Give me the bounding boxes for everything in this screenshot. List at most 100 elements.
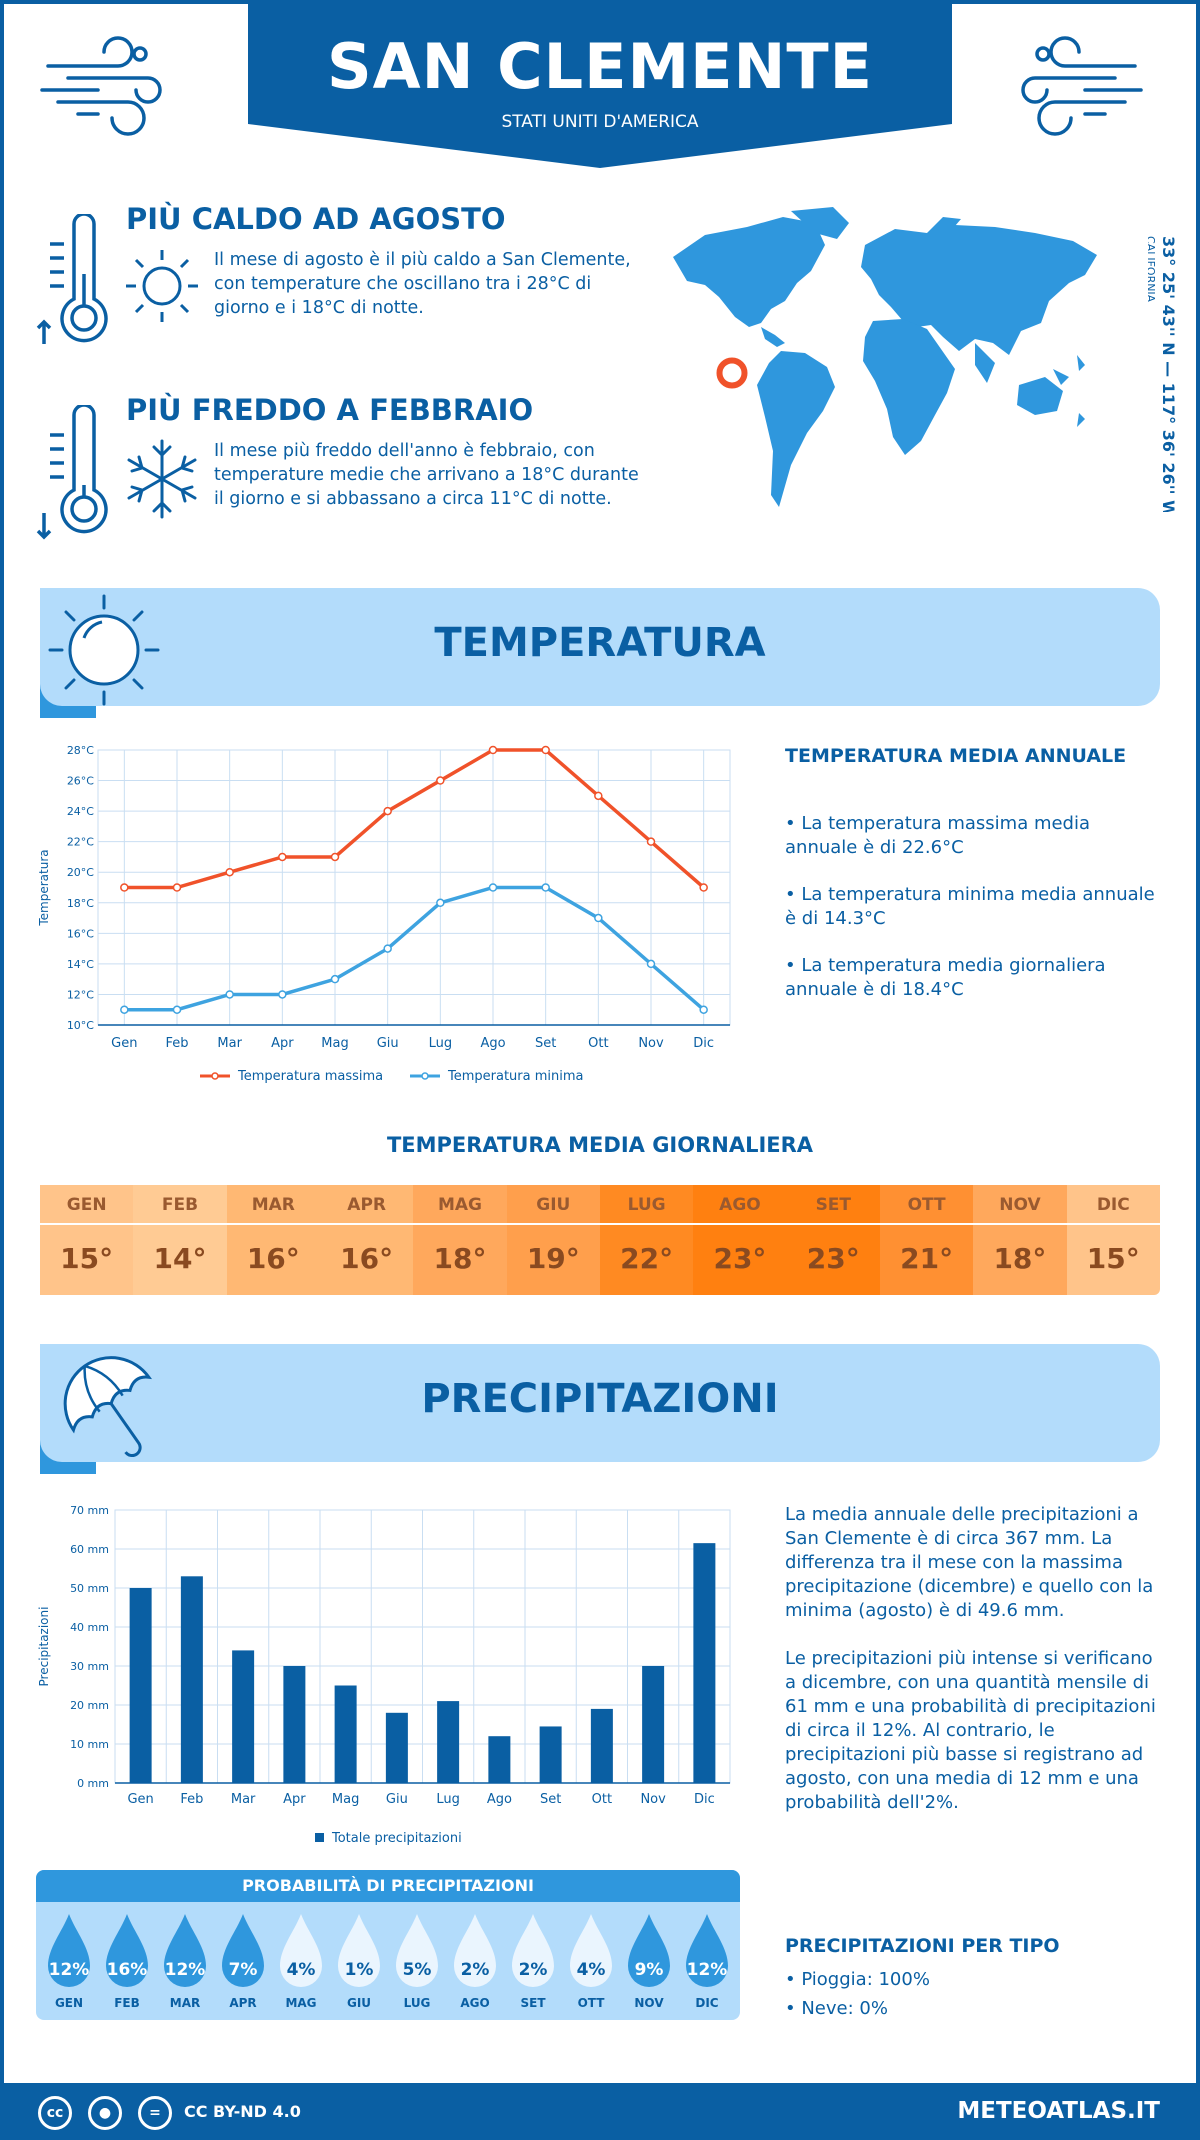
temperature-chart: 10°C 12°C 14°C 16°C 18°C 20°C 22°C 24°C 26°C 28°C… [37, 744, 731, 1084]
data-point [120, 1005, 129, 1014]
y-tick-label: 10 mm [70, 1738, 109, 1751]
data-point [225, 867, 234, 877]
precip-bar [693, 1543, 716, 1783]
y-tick-label: 28°C [67, 744, 94, 757]
x-tick-label: Ott [592, 1792, 612, 1807]
daily-temp-value: 14° [153, 1242, 207, 1275]
daily-temp-month: NOV [973, 1185, 1067, 1225]
y-tick-label: 26°C [67, 775, 94, 788]
precip-text-2: Le precipitazioni più intense si verific… [785, 1648, 1156, 1813]
daily-temp-value: 18° [993, 1242, 1047, 1275]
probability-value: 2% [518, 1960, 548, 1980]
series-line [124, 748, 705, 890]
precip-bar [180, 1576, 203, 1783]
y-axis-label: Precipitazioni [37, 1607, 51, 1687]
probability-month: MAR [169, 1996, 201, 2010]
y-tick-label: 40 mm [70, 1621, 109, 1634]
site-link[interactable]: METEOATLAS.IT [957, 2098, 1160, 2124]
probability-drop: 9% NOV [620, 1912, 678, 2016]
raindrop-icon [280, 1914, 322, 1987]
x-tick-label: Feb [165, 1036, 188, 1051]
y-tick-label: 22°C [67, 836, 94, 849]
data-point [488, 883, 498, 892]
raindrop-icon [454, 1914, 496, 1987]
y-tick-label: 20 mm [70, 1699, 109, 1712]
raindrop-icon [686, 1914, 728, 1987]
daily-temp-value: 22° [620, 1242, 674, 1275]
data-point [172, 883, 182, 892]
probability-month: APR [229, 1996, 257, 2010]
annual-stat-mean: • La temperatura media giornaliera annua… [785, 955, 1106, 1000]
daily-temp-value: 19° [526, 1242, 580, 1275]
daily-temp-cell: LUG 22° [599, 1185, 694, 1295]
daily-temp-title: TEMPERATURA MEDIA GIORNALIERA [386, 1133, 814, 1157]
x-tick-label: Lug [429, 1036, 453, 1051]
probability-value: 1% [344, 1960, 374, 1980]
daily-temp-cell: AGO 23° [693, 1185, 787, 1295]
data-point [278, 990, 287, 999]
daily-temp-table: GEN 15° FEB 14° MAR 16° APR 16° MAG 18° GIU 19° LUG 2… [40, 1185, 1160, 1295]
raindrop-icon [338, 1914, 380, 1987]
legend-label: Temperatura massima [237, 1069, 383, 1084]
x-tick-label: Mag [321, 1036, 348, 1051]
coordinates: 33° 25' 43'' N — 117° 36' 26'' W CALIFOR… [1144, 232, 1178, 518]
sun-icon [126, 250, 198, 322]
probability-value: 16% [106, 1960, 148, 1980]
daily-temp-cell: GEN 15° [40, 1185, 134, 1295]
daily-temp-month: GEN [40, 1185, 134, 1225]
daily-temp-cell: NOV 18° [973, 1185, 1067, 1295]
x-tick-label: Ago [480, 1036, 505, 1051]
daily-temp-month: FEB [133, 1185, 227, 1225]
raindrop-icon [396, 1914, 438, 1987]
x-tick-label: Set [540, 1792, 561, 1807]
precip-bar [283, 1666, 306, 1783]
coldest-fact: PIÙ FREDDO A FEBBRAIO Il mese più freddo… [30, 393, 639, 558]
y-tick-label: 24°C [67, 805, 94, 818]
coldest-title: PIÙ FREDDO A FEBBRAIO [126, 393, 534, 427]
daily-temp-month: DIC [1066, 1185, 1160, 1225]
series-line [124, 885, 705, 1012]
legend-marker [315, 1833, 324, 1842]
data-point [488, 745, 498, 755]
x-tick-label: Ago [487, 1792, 512, 1807]
daily-temp-month: LUG [599, 1185, 694, 1225]
raindrop-icon [164, 1914, 206, 1987]
precip-probability-box: PROBABILITÀ DI PRECIPITAZIONI 12% GEN 16% F… [36, 1870, 740, 2020]
probability-value: 2% [460, 1960, 490, 1980]
probability-value: 12% [48, 1960, 90, 1980]
y-tick-label: 18°C [67, 897, 94, 910]
y-tick-label: 50 mm [70, 1582, 109, 1595]
daily-temp-month: APR [319, 1185, 414, 1225]
x-tick-label: Lug [436, 1792, 460, 1807]
raindrop-icon [628, 1914, 670, 1987]
precip-type-snow: • Neve: 0% [785, 1998, 888, 2019]
footer: cc ● = CC BY-ND 4.0 METEOATLAS.IT [0, 2083, 1200, 2140]
thermometer-hot-icon [36, 214, 108, 344]
precip-bar [590, 1708, 613, 1783]
x-tick-label: Dic [694, 1792, 715, 1807]
data-point [225, 990, 234, 999]
probability-value: 5% [402, 1960, 432, 1980]
daily-temp-value: 15° [1086, 1242, 1140, 1275]
data-point [436, 898, 445, 908]
y-tick-label: 12°C [67, 988, 94, 1001]
precip-probability-title: PROBABILITÀ DI PRECIPITAZIONI [36, 1870, 740, 1902]
daily-temp-value: 21° [900, 1242, 954, 1275]
precip-bar [385, 1712, 408, 1783]
license-label[interactable]: CC BY-ND 4.0 [184, 2102, 301, 2121]
precip-bar [334, 1685, 357, 1783]
hottest-fact: PIÙ CALDO AD AGOSTO Il mese di agosto è … [30, 202, 631, 362]
y-tick-label: 60 mm [70, 1543, 109, 1556]
wind-icon-left [40, 36, 162, 136]
raindrop-icon [512, 1914, 554, 1987]
x-tick-label: Apr [283, 1792, 306, 1807]
x-tick-label: Dic [693, 1036, 714, 1051]
temperature-band: TEMPERATURA [40, 588, 1160, 706]
coordinates-text: 33° 25' 43'' N — 117° 36' 26'' W [1159, 236, 1178, 512]
thermometer-cold-icon [36, 405, 108, 540]
raindrop-icon [222, 1914, 264, 1987]
umbrella-icon [63, 1356, 153, 1458]
precip-bar [488, 1736, 511, 1783]
y-tick-label: 10°C [67, 1019, 94, 1032]
attribution-icon: ● [88, 2096, 122, 2130]
